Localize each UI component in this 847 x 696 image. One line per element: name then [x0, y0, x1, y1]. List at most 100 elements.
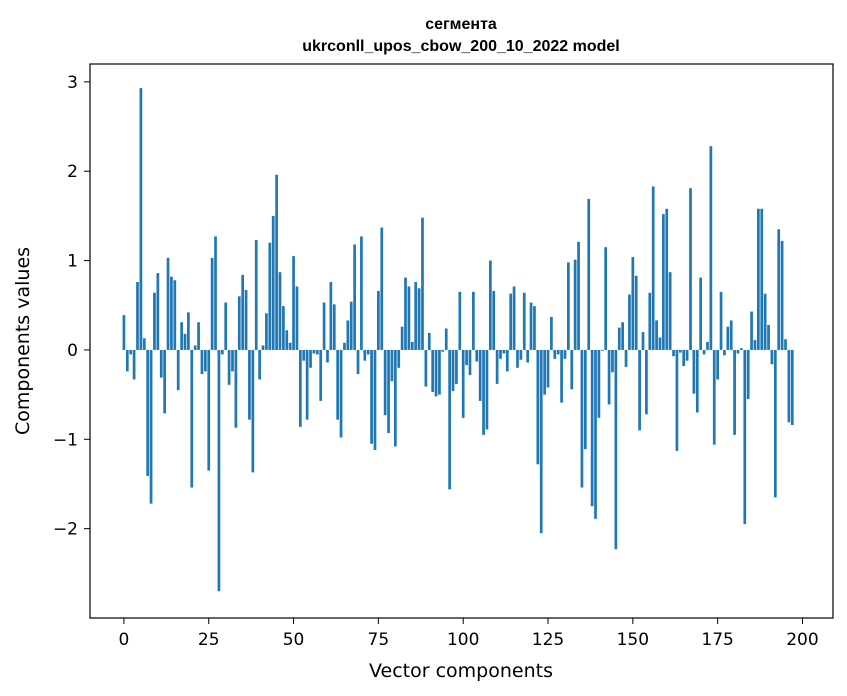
- bar: [763, 293, 767, 350]
- bar: [641, 332, 645, 350]
- x-tick-label: 100: [447, 630, 479, 650]
- bar: [675, 349, 679, 451]
- bar: [638, 349, 641, 431]
- bar: [163, 349, 166, 414]
- bar: [611, 349, 614, 373]
- bar: [305, 349, 309, 420]
- bar: [360, 236, 363, 350]
- bar: [621, 322, 625, 350]
- bar: [509, 293, 513, 350]
- x-axis-label: Vector components: [369, 660, 553, 682]
- bar: [427, 332, 431, 350]
- y-tick-label: −2: [53, 520, 78, 540]
- bar: [410, 341, 414, 350]
- y-tick-label: 0: [67, 341, 78, 361]
- bar: [180, 322, 183, 350]
- bar: [736, 349, 740, 354]
- bar: [383, 349, 387, 416]
- bar: [231, 349, 234, 372]
- bar: [468, 349, 472, 375]
- bar: [434, 349, 438, 397]
- bar: [377, 290, 380, 350]
- bar: [254, 240, 258, 350]
- bar: [122, 315, 126, 350]
- bar: [512, 286, 516, 350]
- bar: [125, 349, 129, 372]
- bar: [397, 349, 401, 368]
- bar: [363, 349, 367, 361]
- bar: [322, 302, 326, 350]
- bar: [203, 349, 207, 372]
- bar: [156, 273, 160, 350]
- bar: [723, 349, 726, 356]
- bar: [658, 337, 662, 350]
- bar: [719, 291, 723, 350]
- bar: [519, 349, 523, 360]
- bar: [349, 301, 353, 350]
- bar: [563, 349, 567, 359]
- bar: [176, 349, 180, 391]
- bar: [733, 349, 736, 435]
- bar: [587, 198, 591, 350]
- bar: [298, 349, 302, 427]
- bar: [461, 349, 465, 418]
- plot-frame: [89, 63, 834, 619]
- bar: [224, 302, 228, 350]
- bar: [556, 349, 560, 355]
- bar: [197, 322, 200, 350]
- bar: [366, 349, 370, 355]
- bar: [142, 338, 146, 350]
- bar: [237, 296, 241, 350]
- bar: [634, 275, 638, 350]
- bar: [241, 274, 245, 350]
- bar: [685, 349, 689, 361]
- bar: [600, 349, 604, 351]
- bar: [773, 349, 777, 498]
- bar: [275, 174, 278, 350]
- bar: [183, 333, 187, 350]
- bar: [170, 276, 173, 350]
- bar: [465, 349, 468, 366]
- bar: [329, 282, 333, 350]
- bar: [438, 349, 441, 395]
- bar: [302, 349, 306, 361]
- bar: [332, 304, 336, 350]
- x-tick-label: 200: [786, 630, 818, 650]
- bar: [441, 349, 445, 352]
- bar: [132, 349, 136, 380]
- bar: [258, 349, 261, 380]
- bar: [444, 328, 448, 350]
- bar: [336, 349, 340, 420]
- bar: [716, 349, 719, 380]
- bar: [319, 349, 323, 401]
- bar: [295, 286, 299, 350]
- bar: [740, 348, 743, 350]
- bar: [166, 257, 170, 350]
- x-tick-label: 175: [701, 630, 733, 650]
- bar: [505, 349, 509, 372]
- bar: [387, 349, 390, 434]
- y-axis: −2 −1 0 1 2 3: [53, 73, 90, 540]
- bar: [614, 349, 618, 550]
- bar: [251, 349, 255, 473]
- bar: [207, 349, 211, 471]
- bar: [770, 349, 774, 365]
- bar: [356, 349, 360, 375]
- y-tick-label: 2: [67, 162, 78, 182]
- bar: [743, 349, 747, 525]
- bar: [393, 349, 397, 447]
- bar: [726, 326, 730, 350]
- bar: [373, 349, 377, 451]
- bar: [346, 320, 350, 350]
- x-tick-label: 75: [368, 630, 390, 650]
- bar: [146, 349, 150, 476]
- bar: [594, 349, 597, 519]
- x-tick-label: 50: [283, 630, 305, 650]
- bar: [729, 320, 733, 350]
- bar: [780, 240, 784, 350]
- bar: [550, 316, 553, 350]
- bar: [573, 259, 577, 350]
- bar: [214, 236, 217, 350]
- bar: [200, 349, 204, 375]
